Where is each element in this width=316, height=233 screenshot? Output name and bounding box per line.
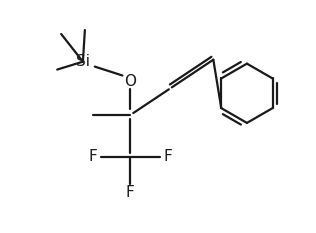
Text: Si: Si — [76, 54, 90, 69]
Text: F: F — [126, 185, 135, 200]
Text: F: F — [88, 149, 97, 164]
Text: O: O — [124, 74, 136, 89]
Text: F: F — [163, 149, 172, 164]
